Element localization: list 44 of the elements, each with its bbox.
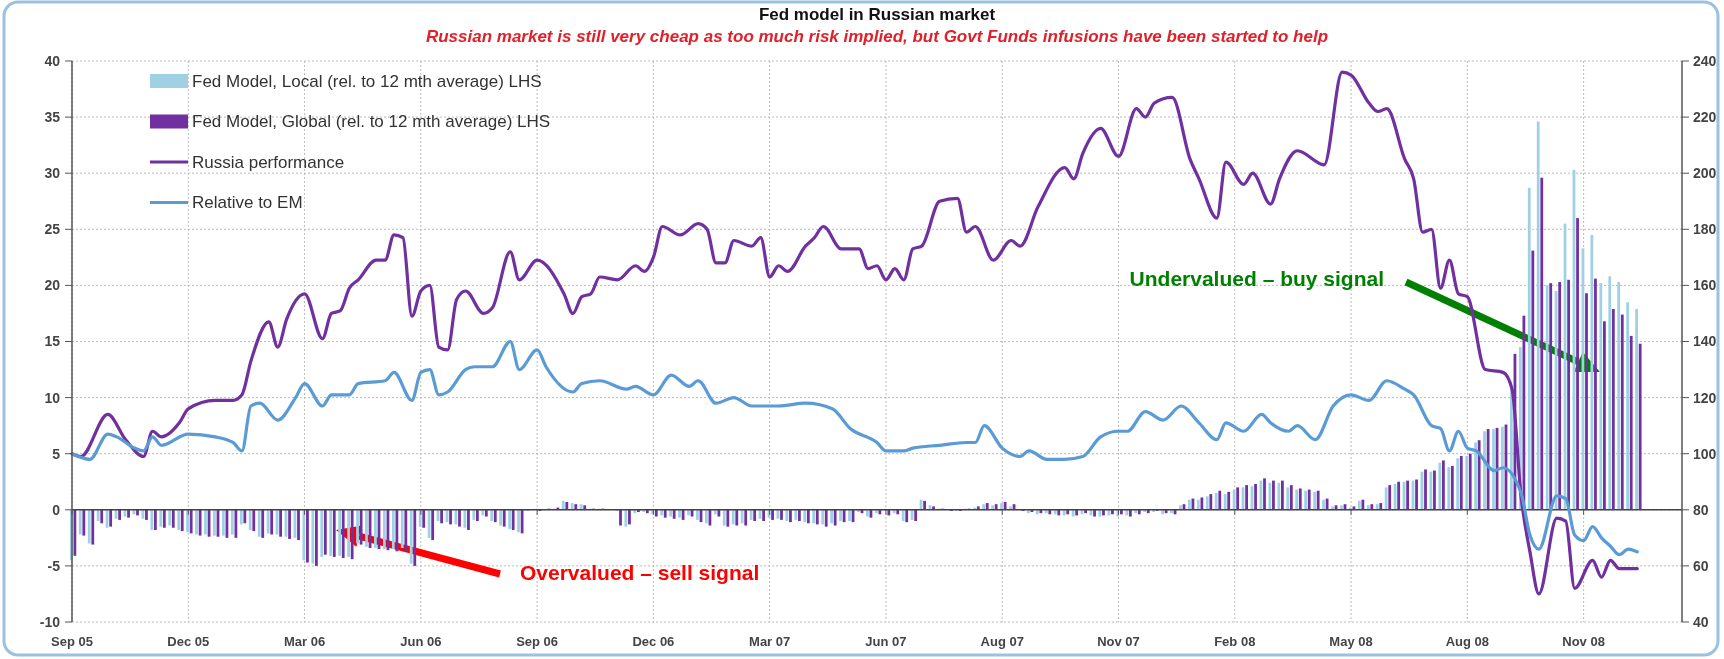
y-tick-label: 40	[44, 52, 61, 69]
y2-tick-label: 60	[1693, 557, 1709, 574]
x-tick-label: Mar 07	[749, 634, 791, 649]
y-tick-label: 0	[52, 501, 61, 518]
x-tick-label: Nov 07	[1097, 634, 1140, 649]
x-tick-label: Aug 07	[980, 634, 1024, 649]
y-tick-label: 5	[52, 445, 61, 462]
legend-label: Fed Model, Global (rel. to 12 mth average) LHS	[192, 112, 551, 132]
legend-label: Fed Model, Local (rel. to 12 mth average) LHS	[192, 71, 542, 91]
y2-tick-label: 100	[1693, 445, 1717, 462]
y2-tick-label: 40	[1693, 613, 1709, 630]
chart-subtitle: Russian market is still very cheap as too much risk implied, but Govt Funds infusions have been started to help	[425, 27, 1329, 46]
annotation: Overvalued – sell signal	[520, 561, 760, 584]
legend-label: Russia performance	[192, 152, 345, 172]
x-tick-label: Jun 07	[865, 634, 907, 649]
x-tick-label: May 08	[1329, 634, 1373, 649]
y-tick-label: -10	[39, 613, 61, 630]
x-tick-label: Sep 06	[516, 634, 559, 649]
y2-tick-label: 120	[1693, 389, 1717, 406]
x-tick-label: Dec 06	[632, 634, 675, 649]
y-tick-label: 25	[44, 221, 61, 238]
y-tick-label: 30	[44, 165, 61, 182]
x-tick-label: Sep 05	[51, 634, 93, 649]
legend-label: Relative to EM	[192, 193, 303, 213]
y-tick-label: 35	[44, 109, 61, 125]
annotation: Undervalued – buy signal	[1129, 267, 1384, 290]
x-tick-label: Nov 08	[1562, 634, 1605, 649]
x-tick-label: Jun 06	[400, 634, 442, 649]
y2-tick-label: 160	[1693, 277, 1717, 294]
chart-title: Fed model in Russian market	[758, 5, 996, 24]
y2-tick-label: 200	[1693, 165, 1717, 182]
y-tick-label: -5	[47, 557, 61, 574]
y2-tick-label: 80	[1693, 501, 1709, 518]
y2-tick-label: 240	[1693, 52, 1717, 69]
y2-tick-label: 220	[1693, 109, 1717, 125]
y-tick-label: 10	[44, 389, 61, 406]
x-tick-label: Feb 08	[1214, 634, 1256, 649]
y-tick-label: 15	[44, 333, 61, 350]
x-tick-label: Dec 05	[167, 634, 210, 649]
y2-tick-label: 180	[1693, 221, 1717, 238]
x-tick-label: Mar 06	[283, 634, 326, 649]
y2-tick-label: 140	[1693, 333, 1717, 350]
x-tick-label: Aug 08	[1445, 634, 1490, 649]
y-tick-label: 20	[44, 277, 61, 294]
